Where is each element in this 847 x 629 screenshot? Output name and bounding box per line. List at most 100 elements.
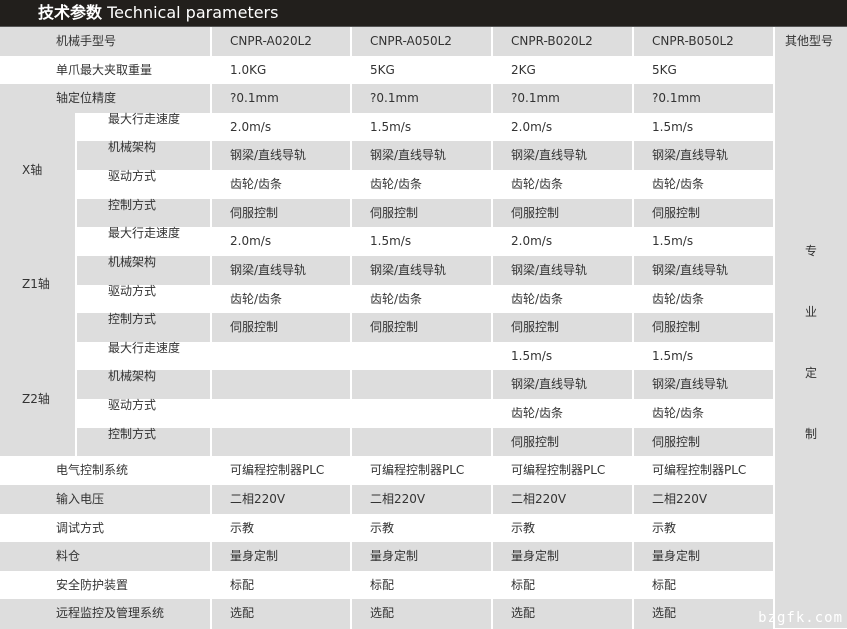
- value-cell: 2.0m/s: [212, 112, 352, 142]
- value-cell: 2KG: [493, 55, 634, 85]
- value-cell-text: 二相220V: [230, 491, 286, 506]
- value-cell-text: ?0.1mm: [230, 91, 279, 106]
- value-cell: 量身定制: [493, 542, 634, 572]
- value-cell: 可编程控制器PLC: [634, 456, 775, 486]
- value-cell: 齿轮/齿条: [634, 170, 775, 200]
- value-cell: 选配: [493, 599, 634, 629]
- axis-name: Z2轴: [22, 391, 50, 406]
- row-label-text: 料仓: [56, 549, 81, 564]
- value-cell: 2.0m/s: [493, 112, 634, 142]
- value-cell-text: 示教: [230, 520, 255, 535]
- sub-row-label: 最大行走速度: [77, 340, 212, 371]
- value-cell-text: 5KG: [370, 62, 395, 77]
- value-cell: 量身定制: [212, 542, 352, 572]
- value-cell-text: 伺服控制: [230, 205, 279, 220]
- value-cell: 钢梁/直线导轨: [634, 370, 775, 400]
- value-cell: 钢梁/直线导轨: [634, 255, 775, 286]
- other-models-header-text: 其他型号: [785, 34, 834, 48]
- value-cell: 示教: [634, 513, 775, 543]
- value-cell-text: 齿轮/齿条: [370, 177, 423, 192]
- value-cell: 2.0m/s: [493, 227, 634, 257]
- value-cell-text: 钢梁/直线导轨: [652, 148, 729, 163]
- sub-row-label-text: 控制方式: [108, 197, 157, 212]
- sub-row-label: 驱动方式: [77, 169, 212, 200]
- value-cell: [352, 399, 493, 429]
- value-cell: 1.5m/s: [352, 112, 493, 142]
- value-cell-text: 1.5m/s: [652, 348, 694, 363]
- value-cell-text: ?0.1mm: [652, 91, 701, 106]
- value-cell: 标配: [352, 570, 493, 600]
- sub-row-label: 控制方式: [77, 197, 212, 228]
- row-label: 料仓: [0, 542, 212, 572]
- value-cell: 1.5m/s: [634, 341, 775, 371]
- value-cell-text: 2.0m/s: [230, 234, 272, 249]
- value-cell-text: 齿轮/齿条: [511, 291, 564, 306]
- row-label-text: 调试方式: [56, 520, 105, 535]
- value-cell: 标配: [212, 570, 352, 600]
- value-cell: 齿轮/齿条: [634, 399, 775, 429]
- model-header-text: CNPR-B050L2: [652, 34, 734, 48]
- value-cell-text: 1.5m/s: [652, 234, 694, 249]
- value-cell-text: 伺服控制: [230, 320, 279, 335]
- value-cell-text: ?0.1mm: [511, 91, 560, 106]
- value-cell: 钢梁/直线导轨: [493, 370, 634, 400]
- value-cell: 钢梁/直线导轨: [634, 141, 775, 171]
- value-cell-text: 2.0m/s: [511, 119, 553, 134]
- sub-row-label-text: 最大行走速度: [108, 226, 181, 241]
- value-cell-text: 选配: [370, 606, 395, 621]
- value-cell: 齿轮/齿条: [634, 284, 775, 314]
- sub-row-label: 驱动方式: [77, 398, 212, 429]
- value-cell-text: 1.5m/s: [511, 348, 553, 363]
- value-cell: 伺服控制: [352, 198, 493, 228]
- value-cell-text: ?0.1mm: [370, 91, 419, 106]
- value-cell-text: 5KG: [652, 62, 677, 77]
- value-cell-text: 标配: [370, 577, 395, 592]
- value-cell: 5KG: [352, 55, 493, 85]
- row-label: 输入电压: [0, 484, 212, 515]
- value-cell-text: 选配: [511, 606, 536, 621]
- row-label: 调试方式: [0, 513, 212, 543]
- value-cell-text: 可编程控制器PLC: [652, 463, 747, 478]
- value-cell: 二相220V: [212, 484, 352, 515]
- value-cell-text: 伺服控制: [652, 205, 701, 220]
- value-cell-text: 伺服控制: [652, 320, 701, 335]
- value-cell: 二相220V: [634, 484, 775, 515]
- value-cell-text: 伺服控制: [511, 320, 560, 335]
- row-label: 远程监控及管理系统: [0, 599, 212, 629]
- value-cell: 钢梁/直线导轨: [493, 141, 634, 171]
- row-label-text: 远程监控及管理系统: [56, 606, 165, 621]
- value-cell-text: 伺服控制: [370, 320, 419, 335]
- row-label: 电气控制系统: [0, 456, 212, 486]
- value-cell-text: 伺服控制: [511, 434, 560, 449]
- header-label: 机械手型号: [0, 27, 212, 56]
- value-cell: 伺服控制: [352, 313, 493, 343]
- value-cell-text: 量身定制: [370, 549, 419, 564]
- sub-row-label: 机械架构: [77, 140, 212, 171]
- value-cell-text: 齿轮/齿条: [652, 406, 705, 421]
- value-cell-text: 齿轮/齿条: [652, 291, 705, 306]
- value-cell-text: 伺服控制: [370, 205, 419, 220]
- value-cell: 1.0KG: [212, 55, 352, 85]
- value-cell-text: 二相220V: [370, 491, 426, 506]
- value-cell: 钢梁/直线导轨: [212, 255, 352, 286]
- value-cell: 1.5m/s: [634, 227, 775, 257]
- value-cell-text: 齿轮/齿条: [230, 291, 283, 306]
- value-cell-text: 量身定制: [652, 549, 701, 564]
- value-cell: 可编程控制器PLC: [352, 456, 493, 486]
- value-cell: 标配: [634, 570, 775, 600]
- value-cell: [212, 370, 352, 400]
- value-cell-text: 示教: [511, 520, 536, 535]
- value-cell-text: 示教: [652, 520, 677, 535]
- value-cell: 钢梁/直线导轨: [352, 141, 493, 171]
- value-cell: 2.0m/s: [212, 227, 352, 257]
- other-models-header: 其他型号: [775, 27, 847, 56]
- row-label-text: 轴定位精度: [56, 91, 117, 106]
- sub-row-label-text: 驱动方式: [108, 398, 157, 413]
- sub-row-label: 最大行走速度: [77, 112, 212, 142]
- axis-name: Z1轴: [22, 277, 50, 292]
- value-cell: 齿轮/齿条: [493, 170, 634, 200]
- value-cell: 示教: [352, 513, 493, 543]
- sub-row-label-text: 最大行走速度: [108, 340, 181, 355]
- value-cell: 选配: [352, 599, 493, 629]
- axis-label-cell: Z1轴: [0, 227, 77, 342]
